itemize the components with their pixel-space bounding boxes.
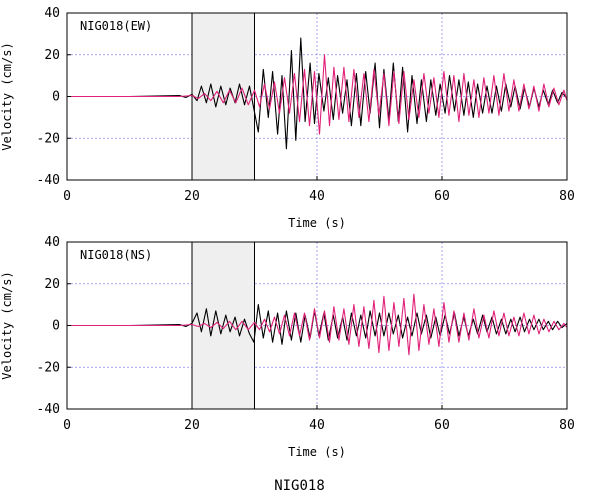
series-line-1 — [67, 54, 568, 135]
x-tick-label: 0 — [63, 189, 71, 204]
y-axis-label: Velocity (cm/s) — [0, 42, 14, 150]
y-tick-label: -40 — [37, 173, 60, 188]
x-tick-label: 60 — [434, 189, 450, 204]
y-axis-label: Velocity (cm/s) — [0, 271, 14, 379]
x-tick-label: 60 — [434, 418, 450, 433]
x-tick-label: 80 — [559, 189, 575, 204]
y-tick-label: 20 — [44, 277, 60, 292]
y-tick-label: 40 — [44, 235, 60, 250]
y-tick-label: 20 — [44, 48, 60, 63]
figure-title: NIG018 — [274, 478, 325, 494]
x-tick-label: 80 — [559, 418, 575, 433]
y-tick-label: 0 — [52, 319, 60, 334]
x-tick-label: 20 — [184, 189, 200, 204]
panel-title: NIG018(EW) — [80, 19, 152, 33]
x-axis-label: Time (s) — [288, 216, 346, 230]
y-tick-label: 40 — [44, 6, 60, 21]
x-tick-label: 0 — [63, 418, 71, 433]
panel-ew: 0 20 40 60 80 -40 -20 0 20 40 Time (s) Velocity (cm… — [0, 6, 575, 230]
y-tick-label: -20 — [37, 360, 60, 375]
panel-ns: 0 20 40 60 80 -40 -20 0 20 40 Time (s) Velocity (cm… — [0, 235, 575, 459]
x-axis-label: Time (s) — [288, 445, 346, 459]
series-line-0 — [67, 304, 568, 345]
panel-title: NIG018(NS) — [80, 248, 152, 262]
series-line-1 — [67, 293, 568, 356]
x-tick-label: 40 — [309, 189, 325, 204]
y-tick-label: 0 — [52, 90, 60, 105]
x-tick-label: 20 — [184, 418, 200, 433]
y-tick-label: -40 — [37, 402, 60, 417]
y-tick-label: -20 — [37, 131, 60, 146]
x-tick-label: 40 — [309, 418, 325, 433]
